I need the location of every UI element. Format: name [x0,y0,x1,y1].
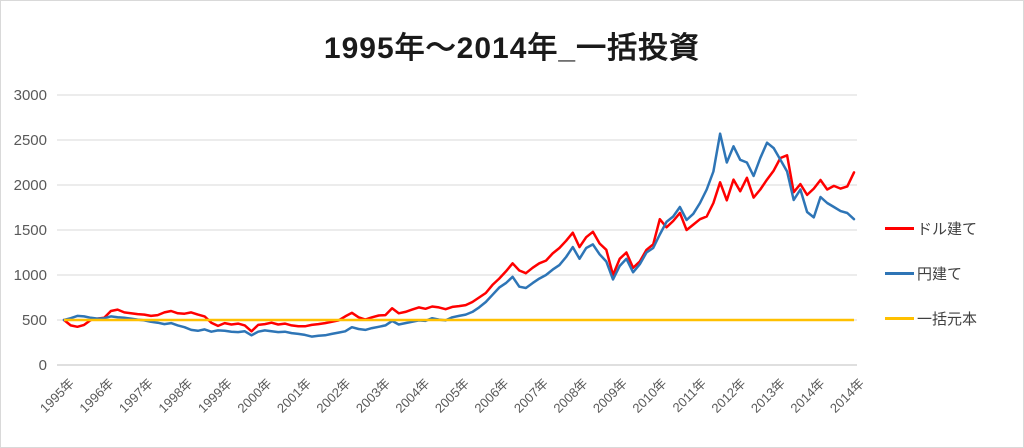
x-axis-tick-label: 2002年 [313,376,353,416]
legend-label-yen: 円建て [917,265,963,283]
x-axis-tick-label: 1998年 [155,376,195,416]
x-axis-tick-label: 1996年 [76,376,116,416]
x-axis-tick-label: 2013年 [748,376,788,416]
x-axis-tick-label: 2008年 [550,376,590,416]
y-axis-tick-label: 500 [22,312,47,329]
x-axis-tick-label: 2012年 [708,376,748,416]
series-line-yen [62,132,856,338]
x-axis-tick-label: 2007年 [511,376,551,416]
x-axis-tick-label: 2005年 [432,376,472,416]
x-axis-tick-label: 2010年 [629,376,669,416]
x-axis-tick-label: 2001年 [274,376,314,416]
legend-label-principal: 一括元本 [917,310,978,328]
y-axis-tick-label: 3000 [14,87,47,104]
x-axis-tick-label: 2014年 [787,376,827,416]
chart-title: 1995年～2014年_一括投資 [323,32,701,65]
legend-item-dollar: ドル建て [885,217,977,239]
y-axis-tick-label: 1500 [14,222,47,239]
dollar-line-swatch-icon [885,226,914,230]
x-axis-tick-label: 1997年 [116,376,156,416]
legend-label-dollar: ドル建て [917,220,978,238]
legend: ドル建て 円建て 一括元本 [885,217,977,352]
series-line-dollar [62,154,856,333]
x-axis-tick-label: 2009年 [590,376,630,416]
y-axis-tick-label: 1000 [14,267,47,284]
x-axis-tick-label: 1999年 [195,376,235,416]
x-axis-tick-label: 2003年 [353,376,393,416]
x-axis-tick-label: 2000年 [234,376,274,416]
x-axis-tick-label: 2014年 [827,376,867,416]
y-axis-tick-label: 0 [39,357,47,374]
legend-item-yen: 円建て [885,262,977,284]
y-axis-tick-label: 2500 [14,132,47,149]
legend-item-principal: 一括元本 [885,307,977,329]
principal-line-swatch-icon [885,316,914,320]
yen-line-swatch-icon [885,271,914,275]
x-axis-tick-label: 1995年 [37,376,77,416]
y-axis-tick-label: 2000 [14,177,47,194]
x-axis-tick-label: 2011年 [670,376,710,416]
x-axis-tick-label: 2004年 [392,376,432,416]
x-axis-tick-label: 2006年 [471,376,511,416]
